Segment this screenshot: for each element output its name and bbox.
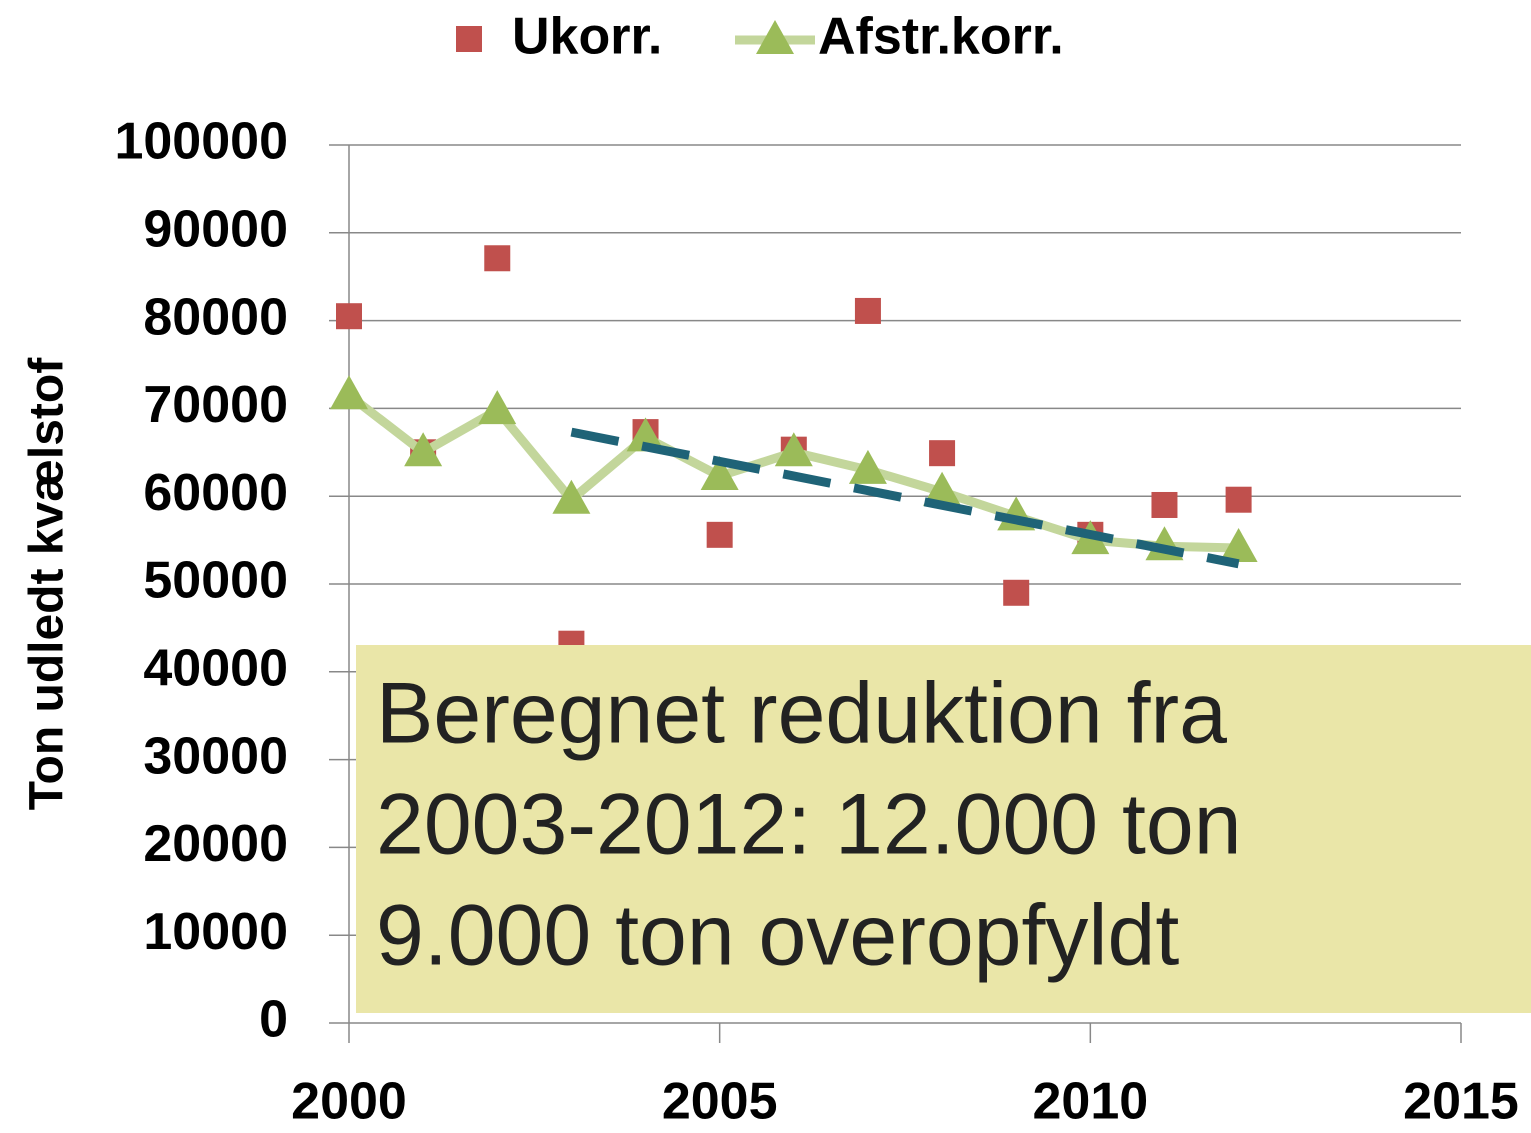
triangle-marker xyxy=(478,390,517,425)
x-tick-label: 2015 xyxy=(1403,1073,1519,1131)
x-tick-label: 2010 xyxy=(1032,1073,1148,1131)
y-tick-label: 0 xyxy=(259,991,288,1049)
square-marker xyxy=(1151,491,1178,518)
annotation-text: 9.000 ton overopfyldt xyxy=(376,888,1179,984)
triangle-marker xyxy=(848,449,887,484)
triangle-marker xyxy=(552,479,591,514)
y-tick-label: 20000 xyxy=(143,815,288,873)
square-marker xyxy=(484,245,511,272)
annotation-text: Beregnet reduktion fra xyxy=(376,666,1227,762)
square-marker xyxy=(854,297,881,324)
y-tick-label: 90000 xyxy=(143,201,288,259)
y-tick-label: 50000 xyxy=(143,552,288,610)
y-tick-label: 80000 xyxy=(143,288,288,346)
legend-marker xyxy=(756,20,794,54)
y-tick-label: 100000 xyxy=(114,113,288,171)
x-tick-label: 2005 xyxy=(662,1073,778,1131)
y-tick-label: 40000 xyxy=(143,640,288,698)
triangle-marker xyxy=(1219,528,1258,563)
triangle-marker xyxy=(923,471,962,506)
triangle-marker xyxy=(330,375,368,410)
y-tick-label: 10000 xyxy=(143,903,288,961)
annotation-box xyxy=(356,645,1531,1013)
triangle-marker xyxy=(774,432,813,467)
annotation-text: 2003-2012: 12.000 ton xyxy=(376,777,1242,873)
triangle-marker xyxy=(700,456,739,491)
square-marker xyxy=(1225,486,1252,513)
y-tick-label: 30000 xyxy=(143,727,288,785)
square-marker xyxy=(336,303,362,330)
y-tick-label: 70000 xyxy=(143,376,288,434)
y-axis-label: Ton udledt kvælstof xyxy=(21,357,74,810)
legend-label: Afstr.korr. xyxy=(818,8,1064,66)
square-marker xyxy=(1003,579,1030,606)
legend-marker xyxy=(456,26,482,52)
y-tick-label: 60000 xyxy=(143,464,288,522)
x-tick-label: 2000 xyxy=(291,1073,407,1131)
triangle-marker xyxy=(626,417,665,452)
triangle-marker xyxy=(404,432,443,467)
legend-label: Ukorr. xyxy=(512,8,662,66)
square-marker xyxy=(929,440,956,467)
trendline xyxy=(570,427,1240,569)
square-marker xyxy=(706,521,733,548)
